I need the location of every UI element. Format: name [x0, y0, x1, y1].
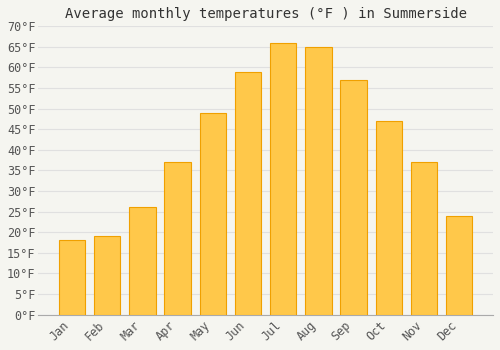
Bar: [411, 162, 437, 315]
Bar: [130, 208, 156, 315]
Bar: [376, 121, 402, 315]
Bar: [340, 80, 367, 315]
Bar: [305, 47, 332, 315]
Bar: [270, 43, 296, 315]
Title: Average monthly temperatures (°F ) in Summerside: Average monthly temperatures (°F ) in Su…: [64, 7, 466, 21]
Bar: [446, 216, 472, 315]
Bar: [164, 162, 191, 315]
Bar: [200, 113, 226, 315]
Bar: [59, 240, 86, 315]
Bar: [235, 72, 261, 315]
Bar: [94, 236, 120, 315]
